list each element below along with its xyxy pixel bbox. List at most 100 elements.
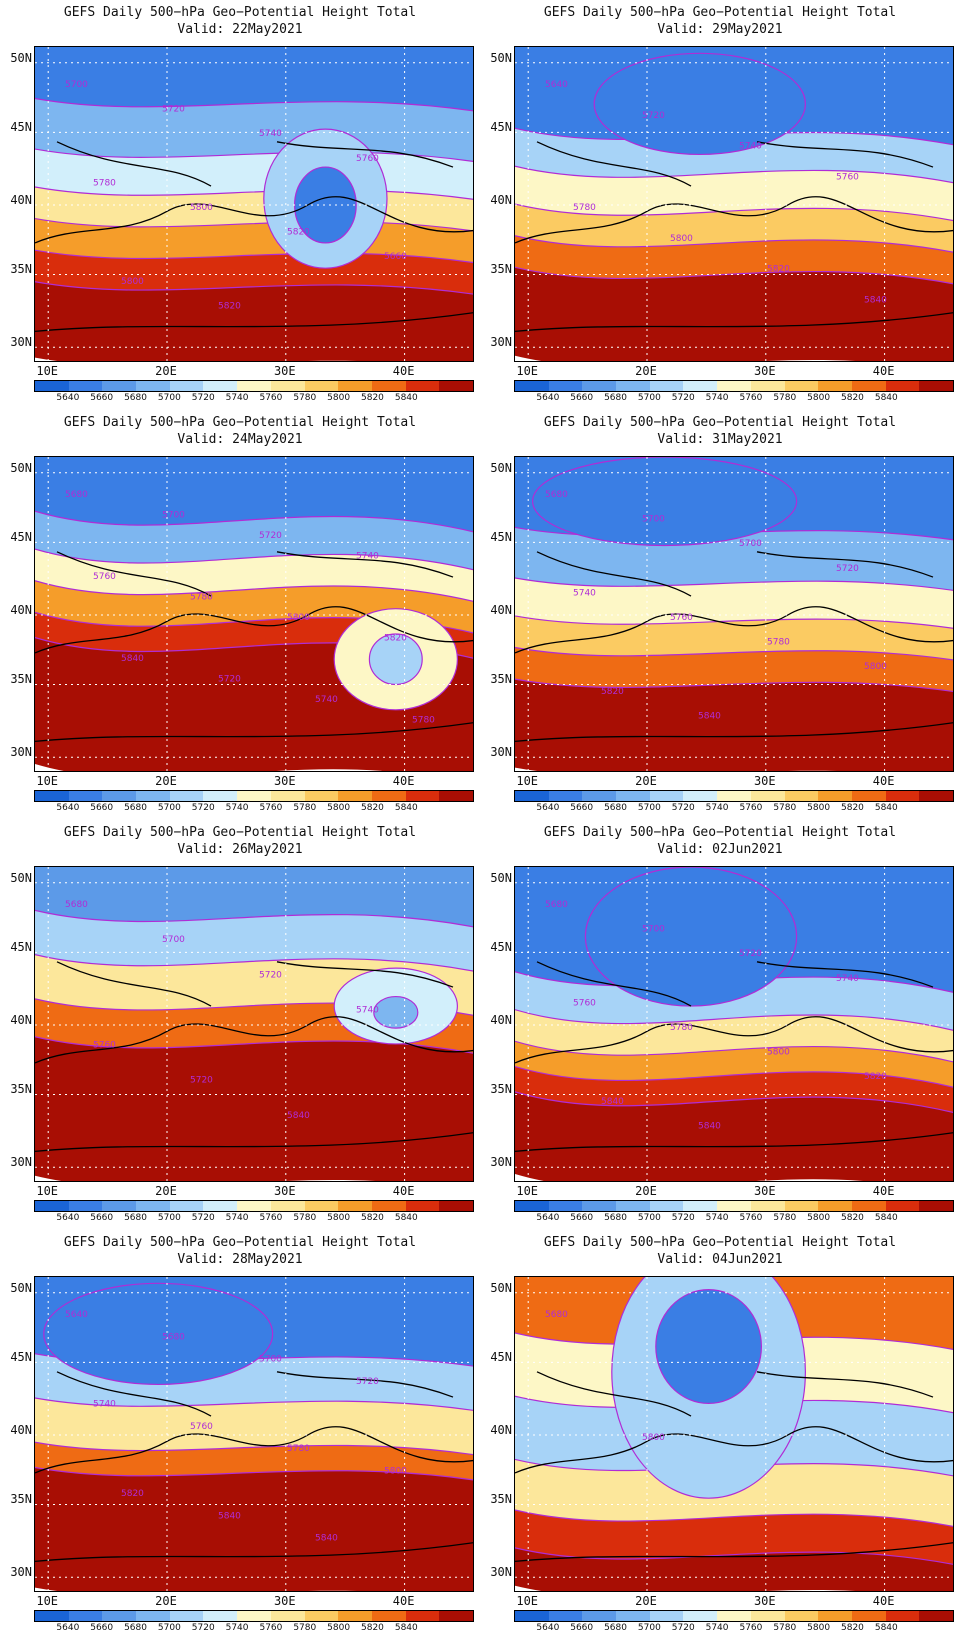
cutoff-low <box>532 457 798 547</box>
contour-line <box>35 249 473 264</box>
panel-title: GEFS Daily 500−hPa Geo−Potential Height … <box>0 1234 480 1268</box>
colorbar-label: 5780 <box>773 803 797 813</box>
coastline <box>35 1371 473 1563</box>
colorbar-label: 5800 <box>327 803 351 813</box>
colorbar-labels: 5640 5660 5680 5700 5720 5740 5760 5780 5800 5820… <box>34 1213 474 1227</box>
lon-tick-label: 30E <box>273 364 296 378</box>
panel-title-line: GEFS Daily 500−hPa Geo−Potential Height … <box>63 825 417 840</box>
colorbar <box>34 1200 474 1212</box>
panel-title-line: GEFS Daily 500−hPa Geo−Potential Height … <box>63 5 417 20</box>
colorbar-segment <box>35 381 69 391</box>
colorbar-label: 5720 <box>191 1623 215 1633</box>
height-band <box>515 1509 953 1565</box>
contour-label: 5680 <box>545 900 568 910</box>
colorbar-segment <box>616 381 650 391</box>
contour-label: 5800 <box>384 1467 407 1477</box>
colorbar-labels: 5640 5660 5680 5700 5720 5740 5760 5780 5800 5820… <box>34 1623 474 1637</box>
colorbar-label: 5740 <box>705 803 729 813</box>
colorbar-segment <box>102 381 137 391</box>
contour-label: 5840 <box>698 711 721 721</box>
lat-tick-label: 50N <box>10 460 32 475</box>
colorbar-segment <box>169 381 204 391</box>
lon-tick-label: 30E <box>273 1184 296 1198</box>
colorbar-segment <box>68 1201 103 1211</box>
colorbar-segment <box>338 381 372 391</box>
colorbar-segment <box>102 1201 137 1211</box>
lat-tick-label: 45N <box>10 120 32 135</box>
height-band <box>35 250 473 295</box>
colorbar-label: 5720 <box>671 1623 695 1633</box>
colorbar-label: 5640 <box>536 393 560 403</box>
panel-title-line: GEFS Daily 500−hPa Geo−Potential Height … <box>543 415 897 430</box>
colorbar-segment <box>582 791 617 801</box>
lon-tick-label: 30E <box>753 1594 776 1608</box>
panel-valid-date: Valid: 26May2021 <box>177 842 303 857</box>
map-panel: GEFS Daily 500−hPa Geo−Potential Height … <box>0 410 480 820</box>
panel-title: GEFS Daily 500−hPa Geo−Potential Height … <box>480 4 960 38</box>
coastline <box>515 141 953 333</box>
colorbar-segment <box>548 381 583 391</box>
contour-label: 5780 <box>93 178 116 188</box>
lon-tick-label: 10E <box>36 1184 59 1198</box>
lat-tick-label: 40N <box>10 192 32 207</box>
height-band <box>515 1091 953 1181</box>
colorbar-label: 5840 <box>874 803 898 813</box>
colorbar-label: 5700 <box>637 393 661 403</box>
lon-tick-label: 10E <box>36 774 59 788</box>
lat-tick-label: 30N <box>10 335 32 350</box>
colorbar-segment <box>919 381 953 391</box>
contour-label: 5680 <box>545 1310 568 1320</box>
contour-label: 5760 <box>356 154 379 164</box>
colorbar-label: 5740 <box>225 393 249 403</box>
colorbar-segment <box>548 791 583 801</box>
contour-line <box>35 1397 473 1411</box>
map-panel: GEFS Daily 500−hPa Geo−Potential Height … <box>0 0 480 410</box>
colorbar-label: 5700 <box>637 1623 661 1633</box>
panel-valid-date: Valid: 28May2021 <box>177 1252 303 1267</box>
colorbar <box>514 790 954 802</box>
colorbar-label: 5660 <box>90 803 114 813</box>
contour-line <box>35 217 473 232</box>
lon-tick-label: 20E <box>635 1594 657 1608</box>
contour-label: 5760 <box>573 998 596 1008</box>
height-field: 5680 5700 5720 5740 5760 5780 5800 5820 5840 5720… <box>35 457 473 771</box>
colorbar-segment <box>683 1201 718 1211</box>
contour-label: 5700 <box>162 935 185 945</box>
map-area: 5680 5700 5720 5740 5760 5780 5800 5820 5840 5720… <box>34 456 474 772</box>
lat-tick-label: 35N <box>490 672 512 687</box>
contour-line <box>515 577 953 591</box>
colorbar-segment <box>338 1201 372 1211</box>
coastline <box>515 961 953 1153</box>
colorbar-label: 5760 <box>739 803 763 813</box>
lat-tick-label: 45N <box>10 940 32 955</box>
lat-tick-label: 30N <box>10 1155 32 1170</box>
lat-tick-label: 30N <box>490 335 512 350</box>
colorbar-segment <box>548 1201 583 1211</box>
colorbar-label: 5700 <box>157 1213 181 1223</box>
colorbar-segment <box>750 791 785 801</box>
contour-label: 5800 <box>287 613 310 623</box>
lat-tick-label: 30N <box>490 1155 512 1170</box>
colorbar-segment <box>136 381 170 391</box>
colorbar-segment <box>405 1201 440 1211</box>
height-field: 5700 5720 5740 5760 5780 5800 5820 5660 5800 5820 <box>35 47 473 361</box>
height-field: 5640 5680 5700 5720 5740 5760 5780 5800 5820 5840… <box>35 1277 473 1591</box>
colorbar-label: 5720 <box>671 803 695 813</box>
contour-label: 5780 <box>287 1444 310 1454</box>
lat-tick-label: 35N <box>490 1082 512 1097</box>
colorbar <box>514 1200 954 1212</box>
contour-label: 5820 <box>218 301 241 311</box>
colorbar-label: 5680 <box>124 803 147 813</box>
lat-tick-label: 50N <box>490 460 512 475</box>
colorbar-label: 5760 <box>739 1623 763 1633</box>
colorbar-label: 5780 <box>293 1623 317 1633</box>
map-area: 5680 5800 <box>514 1276 954 1592</box>
colorbar-label: 5640 <box>56 803 80 813</box>
contour-label: 5720 <box>259 970 282 980</box>
colorbar-label: 5660 <box>570 803 594 813</box>
colorbar-labels: 5640 5660 5680 5700 5720 5740 5760 5780 5800 5820… <box>34 393 474 407</box>
height-band <box>515 1066 953 1113</box>
contour-line <box>515 1065 953 1088</box>
colorbar-segment <box>885 791 920 801</box>
colorbar-label: 5840 <box>394 803 418 813</box>
